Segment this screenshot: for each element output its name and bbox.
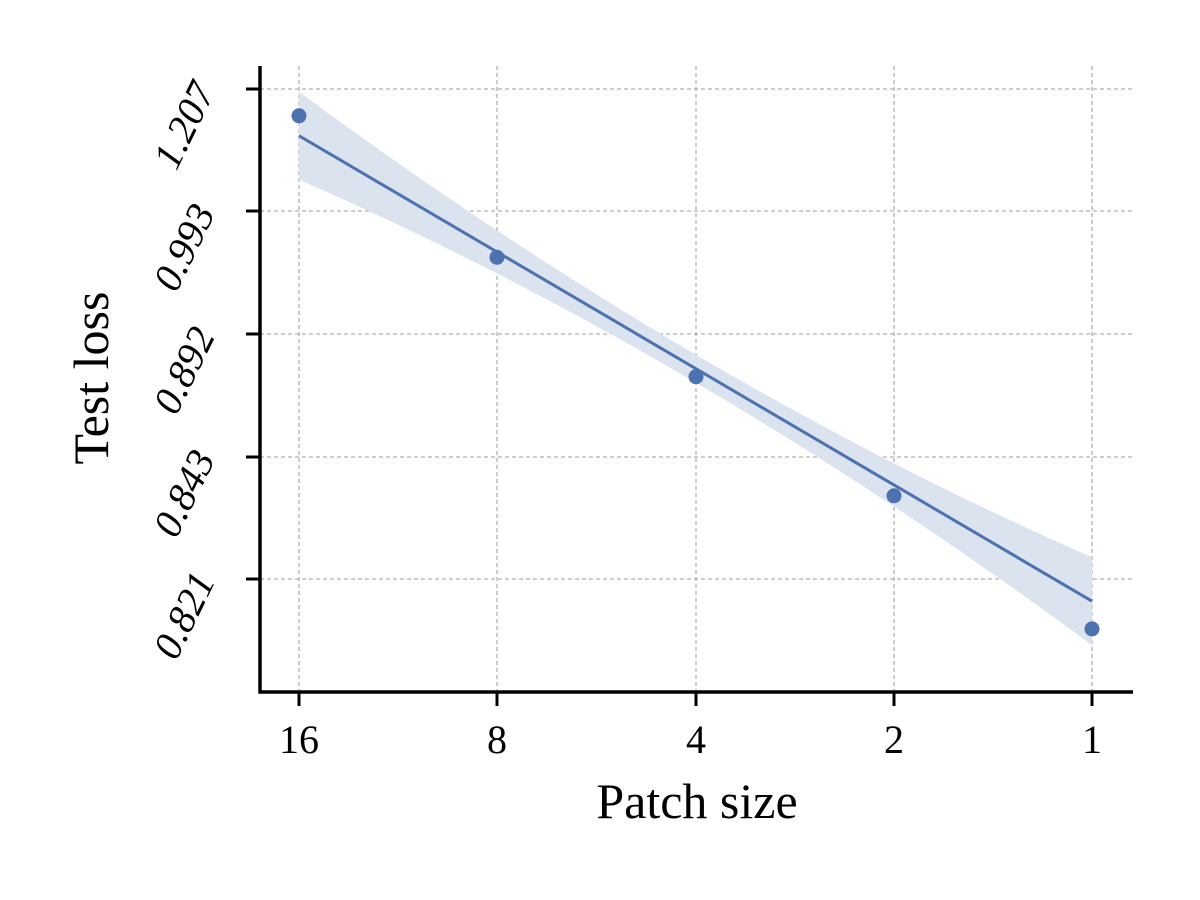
data-point-8 [489,249,505,265]
y-tick-label: 0.993 [144,197,224,298]
y-tick-label: 0.843 [144,443,224,544]
y-axis-label: Test loss [63,292,119,465]
data-point-2 [886,488,902,504]
x-ticks: 16 8 4 2 1 [279,692,1102,762]
data-point-1 [1084,621,1100,637]
regression-line [298,134,1093,603]
y-ticks: 0.821 0.843 0.892 0.993 1.207 [144,73,260,665]
x-tick-label-2: 2 [884,717,904,762]
x-tick-label-8: 8 [487,717,507,762]
y-tick-label: 0.821 [144,565,224,666]
y-tick-label: 0.892 [144,320,224,421]
fit-line-layer [298,134,1093,603]
data-point-16 [291,108,307,124]
grid [260,66,1133,692]
y-tick-label: 1.207 [144,73,225,175]
data-points [291,108,1100,637]
x-axis-label: Patch size [596,773,797,829]
data-point-4 [688,369,704,385]
x-tick-label-4: 4 [686,717,706,762]
x-tick-label-1: 1 [1082,717,1102,762]
x-tick-label-16: 16 [279,717,319,762]
